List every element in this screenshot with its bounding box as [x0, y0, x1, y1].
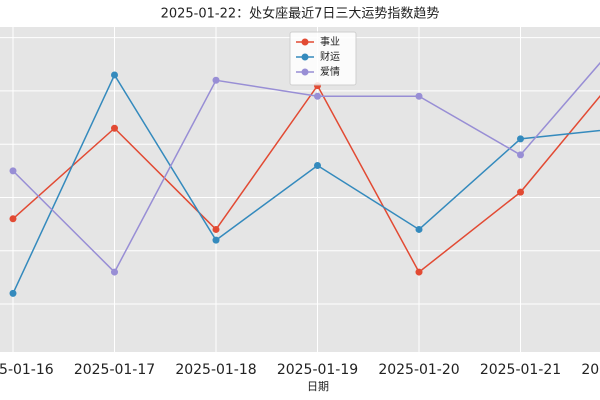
x-tick-label: 2025-01-17 [74, 362, 155, 378]
point [415, 268, 423, 276]
point [212, 76, 220, 84]
point [517, 151, 524, 159]
x-tick-label: 2025-01-22 [581, 362, 600, 378]
legend-marker [301, 68, 309, 76]
point [517, 135, 524, 143]
legend-marker [301, 53, 309, 61]
point [111, 71, 118, 79]
point [111, 124, 118, 132]
point [415, 92, 423, 100]
point [9, 289, 17, 297]
point [111, 268, 118, 276]
x-tick-label: 2025-01-21 [480, 362, 561, 378]
point [9, 167, 17, 175]
x-tick-label: 2025-01-19 [277, 362, 358, 378]
chart-title: 2025-01-22：处女座最近7日三大运势指数趋势 [161, 6, 440, 22]
lines [9, 61, 600, 297]
x-tick-label: 2025-01-16 [0, 362, 54, 378]
x-tick-label: 2025-01-18 [175, 362, 256, 378]
legend-marker [301, 38, 309, 46]
x-axis-label: 日期 [307, 380, 329, 393]
point [9, 215, 17, 223]
legend-label: 财运 [320, 50, 340, 63]
x-tick-label: 2025-01-20 [378, 362, 459, 378]
point [212, 225, 220, 233]
legend-label: 事业 [320, 35, 340, 48]
point [212, 236, 220, 244]
point [517, 188, 524, 196]
point [415, 225, 423, 233]
point [314, 162, 321, 170]
legend-label: 爱情 [320, 65, 340, 78]
point [314, 92, 321, 100]
